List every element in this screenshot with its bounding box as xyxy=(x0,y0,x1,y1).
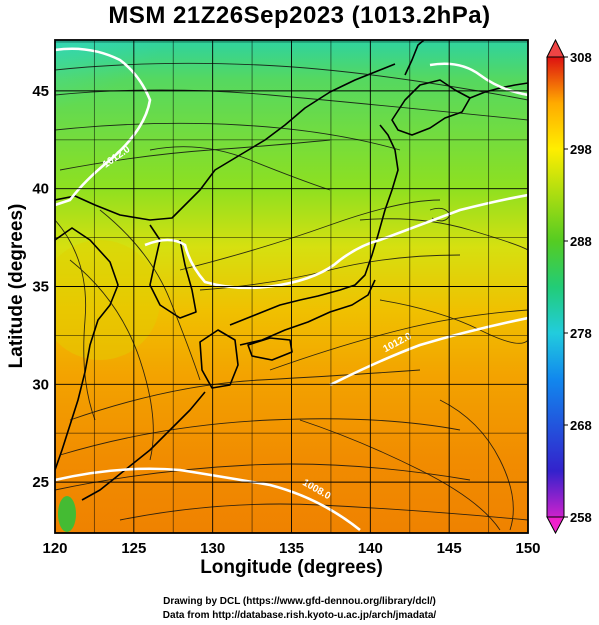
isobar-1008-south xyxy=(55,467,361,532)
chart-title: MSM 21Z26Sep2023 (1013.2hPa) xyxy=(108,2,491,29)
x-tick-label-120: 120 xyxy=(42,540,67,557)
y-tick-label-35: 35 xyxy=(32,279,49,296)
colorbar-tick-label-258: 258 xyxy=(570,510,592,525)
y-tick-label-40: 40 xyxy=(32,181,49,198)
x-tick-label-130: 130 xyxy=(200,540,225,557)
x-axis-ticks: 120 125 130 135 140 145 150 xyxy=(42,540,540,557)
x-tick-label-145: 145 xyxy=(437,540,462,557)
isobar-1012-mid xyxy=(144,193,528,290)
colorbar-top-arrow xyxy=(546,38,565,58)
coastline-kyushu xyxy=(199,329,239,389)
credit-data: Data from http://database.rish.kyoto-u.a… xyxy=(162,610,437,621)
coastlines xyxy=(55,40,528,501)
colorbar-bottom-arrow xyxy=(546,516,565,535)
coastline-asia-mainland xyxy=(55,63,396,221)
colorbar-tick-label-288: 288 xyxy=(570,234,592,249)
lat-lon-grid xyxy=(55,40,528,533)
coastline-china-east xyxy=(55,227,119,471)
x-tick-label-150: 150 xyxy=(515,540,540,557)
colorbar: 308 298 288 278 268 258 xyxy=(546,38,592,535)
y-axis-ticks: 25 30 35 40 45 xyxy=(32,83,49,491)
plot-frame xyxy=(54,39,529,534)
x-tick-label-135: 135 xyxy=(279,540,304,557)
taiwan-island xyxy=(58,496,76,532)
colorbar-tick-label-298: 298 xyxy=(570,142,592,157)
x-tick-label-140: 140 xyxy=(358,540,383,557)
y-tick-label-30: 30 xyxy=(32,376,49,393)
coastline-ryukyu xyxy=(81,391,206,501)
coastline-honshu-south xyxy=(239,279,376,346)
x-axis-label: Longitude (degrees) xyxy=(200,557,383,578)
colorbar-tick-label-278: 278 xyxy=(570,326,592,341)
isobar-1012-north xyxy=(55,47,152,207)
isobar-1012-east xyxy=(329,316,528,387)
colorbar-ticks: 308 298 288 278 268 258 xyxy=(564,50,592,525)
y-axis-label: Latitude (degrees) xyxy=(6,203,27,369)
coastline-honshu xyxy=(229,124,399,326)
y-tick-label-25: 25 xyxy=(32,474,49,491)
colorbar-tick-label-268: 268 xyxy=(570,418,592,433)
coastline-sakhalin xyxy=(404,40,425,76)
cold-region-northwest xyxy=(55,40,190,125)
coastline-korea xyxy=(149,224,197,319)
warm-land-china xyxy=(55,240,160,360)
x-tick-label-125: 125 xyxy=(121,540,146,557)
credit-drawing: Drawing by DCL (https://www.gfd-dennou.o… xyxy=(163,596,436,607)
isobars xyxy=(55,47,528,532)
y-tick-label-45: 45 xyxy=(32,83,49,100)
colorbar-tick-label-308: 308 xyxy=(570,50,592,65)
colorbar-body xyxy=(546,56,565,518)
